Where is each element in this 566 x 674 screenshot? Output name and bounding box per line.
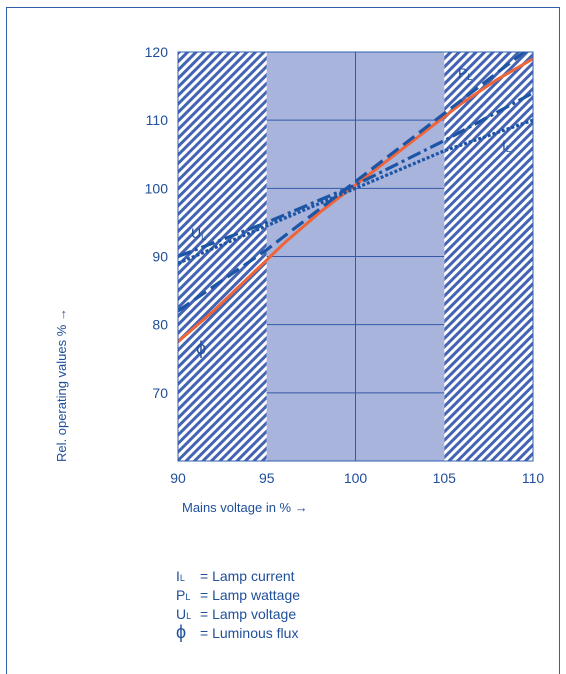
- legend-item-4: ϕ = Luminous flux: [176, 622, 300, 642]
- hatched-region-1: [178, 52, 267, 461]
- y-tick-90: 90: [152, 249, 168, 265]
- series-PL: [178, 52, 527, 313]
- y-axis-title: Rel. operating values % →: [54, 308, 69, 462]
- legend-symbol: UL: [176, 606, 192, 622]
- y-tick-80: 80: [152, 317, 168, 333]
- y-tick-120: 120: [145, 44, 169, 60]
- legend-symbol: IL: [176, 568, 185, 584]
- legend-text: = Lamp wattage: [200, 587, 301, 603]
- legend-symbol: PL: [176, 587, 191, 603]
- legend-text: = Lamp current: [200, 568, 295, 584]
- legend-item-1: IL = Lamp current: [176, 568, 300, 587]
- x-tick-105: 105: [433, 470, 457, 486]
- plot-border: [177, 51, 534, 462]
- curve-label-Φ: ϕ: [196, 338, 206, 358]
- legend-text: = Lamp voltage: [200, 606, 297, 622]
- legend-item-2: PL = Lamp wattage: [176, 587, 300, 606]
- legend-symbol: ϕ: [176, 622, 187, 642]
- x-tick-100: 100: [344, 470, 368, 486]
- curve-labels: ϕ PL UL IL: [191, 65, 511, 358]
- curve-label-PL: PL: [458, 65, 472, 82]
- x-tick-110: 110: [522, 470, 545, 486]
- y-tick-100: 100: [145, 180, 169, 196]
- x-tick-labels: 90 95 100 105 110: [170, 470, 544, 486]
- series-Φ: [178, 57, 533, 343]
- y-tick-labels: 70 80 90 100 110 120: [145, 44, 169, 401]
- curves: [178, 52, 533, 343]
- legend-item-3: UL = Lamp voltage: [176, 606, 300, 625]
- legend-text: = Luminous flux: [200, 625, 299, 641]
- series-IL: [178, 118, 533, 265]
- curve-label-UL: UL: [191, 225, 206, 242]
- curve-label-IL: IL: [502, 137, 511, 154]
- legend: IL = Lamp current PL = Lamp wattage UL = Lamp…: [176, 568, 300, 642]
- x-tick-90: 90: [170, 470, 186, 486]
- y-tick-110: 110: [146, 112, 169, 128]
- y-tick-70: 70: [152, 385, 168, 401]
- chart: 90 95 100 105 110 70 80 90 100 110 120 ϕ PL UL IL Ma…: [54, 44, 544, 515]
- x-tick-95: 95: [259, 470, 275, 486]
- figure-frame: [6, 7, 560, 674]
- hatched-region-2: [444, 52, 533, 461]
- series-UL: [178, 91, 533, 258]
- x-axis-title: Mains voltage in % →: [182, 500, 308, 515]
